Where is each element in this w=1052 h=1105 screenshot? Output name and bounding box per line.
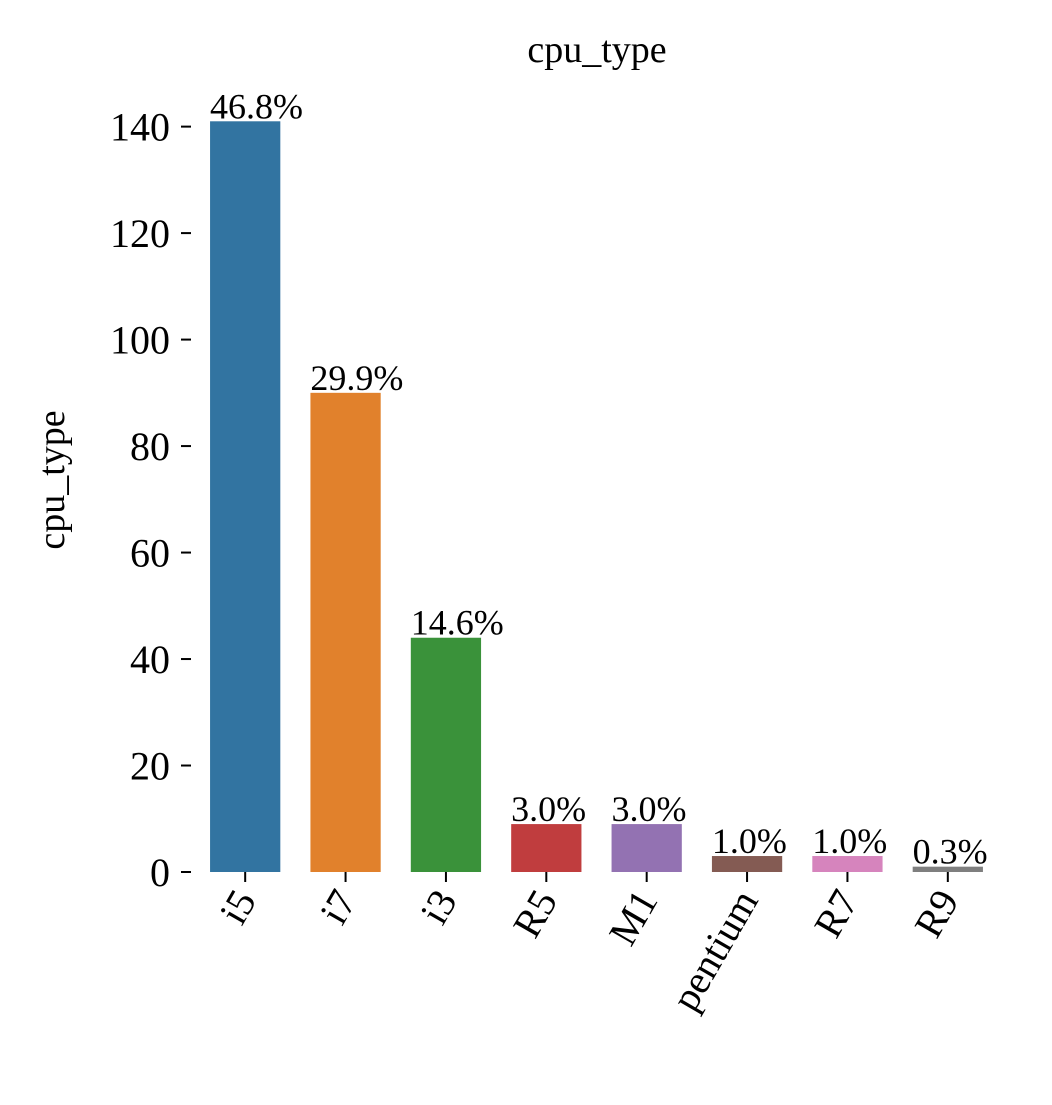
- x-tick-label: R9: [905, 882, 967, 945]
- value-label: 1.0%: [712, 821, 787, 861]
- bar: [310, 392, 381, 872]
- value-label: 3.0%: [612, 789, 687, 829]
- y-tick-label: 80: [130, 424, 170, 469]
- y-tick-label: 0: [150, 850, 170, 895]
- y-tick-label: 40: [130, 637, 170, 682]
- bar: [912, 866, 983, 872]
- y-tick-label: 60: [130, 531, 170, 576]
- value-label: 0.3%: [913, 832, 988, 872]
- x-tick-label: i3: [411, 882, 466, 931]
- bar: [711, 856, 783, 872]
- bar: [611, 824, 682, 872]
- x-tick-label: R5: [504, 882, 566, 945]
- bar: [410, 637, 482, 872]
- y-axis-label: cpu_type: [31, 410, 73, 549]
- x-tick-label: M1: [600, 882, 667, 953]
- y-tick-label: 20: [130, 744, 170, 789]
- y-tick-label: 140: [110, 105, 170, 150]
- value-label: 29.9%: [310, 358, 403, 398]
- value-label: 14.6%: [411, 603, 504, 643]
- value-label: 1.0%: [812, 821, 887, 861]
- bar: [812, 856, 883, 872]
- x-tick-label: i7: [311, 882, 366, 931]
- y-tick-label: 100: [110, 318, 170, 363]
- value-label: 46.8%: [210, 86, 303, 126]
- value-label: 3.0%: [511, 789, 586, 829]
- x-tick-label: R7: [805, 882, 867, 945]
- y-tick-label: 120: [110, 211, 170, 256]
- bar: [511, 824, 582, 872]
- x-tick-label: i5: [210, 882, 265, 931]
- x-tick-label: pentium: [662, 882, 767, 1018]
- chart-title: cpu_type: [527, 29, 666, 71]
- bar: [210, 121, 281, 872]
